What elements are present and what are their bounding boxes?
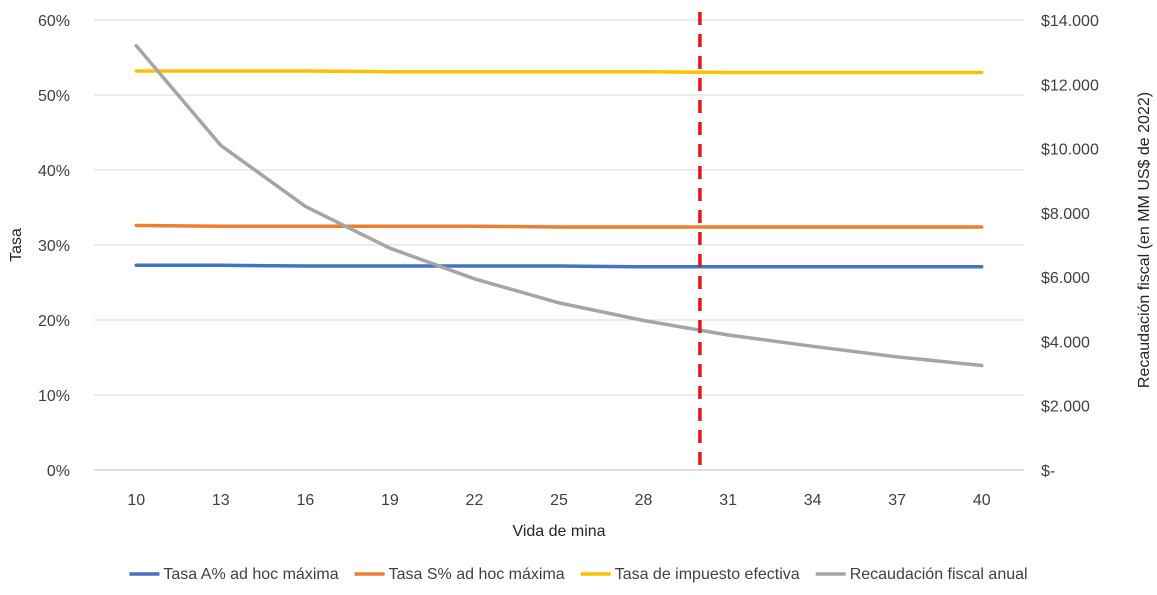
left-tick-label: 50%	[38, 88, 70, 105]
left-tick-label: 10%	[38, 388, 70, 405]
right-tick-label: $4.000	[1041, 334, 1090, 351]
x-tick-label: 22	[466, 492, 484, 509]
left-axis-ticks: 0% 10% 20% 30% 40% 50% 60%	[38, 13, 70, 480]
x-tick-label: 28	[635, 492, 653, 509]
x-tick-label: 37	[888, 492, 906, 509]
legend-label: Tasa A% ad hoc máxima	[163, 566, 338, 583]
left-tick-label: 60%	[38, 13, 70, 30]
series-line-tasa-a-ad-hoc-maxima	[134, 263, 984, 269]
x-tick-label: 10	[127, 492, 145, 509]
x-tick-label: 25	[550, 492, 568, 509]
series-lines	[134, 43, 984, 368]
series-line-tasa-s-ad-hoc-maxima	[134, 223, 984, 229]
x-axis-title: Vida de mina	[512, 523, 605, 540]
x-tick-label: 40	[973, 492, 991, 509]
left-tick-label: 20%	[38, 313, 70, 330]
gridlines	[94, 19, 1024, 471]
right-tick-label: $2.000	[1041, 399, 1090, 416]
left-axis-title: Tasa	[8, 228, 25, 262]
x-axis-ticks: 10 13 16 19 22 25 28 31 34 37 40	[127, 492, 990, 509]
right-tick-label: $8.000	[1041, 206, 1090, 223]
left-tick-label: 30%	[38, 238, 70, 255]
legend: Tasa A% ad hoc máxima Tasa S% ad hoc máxi…	[129, 566, 1028, 583]
right-tick-label: $6.000	[1041, 270, 1090, 287]
legend-label: Recaudación fiscal anual	[850, 566, 1028, 583]
x-tick-label: 34	[804, 492, 822, 509]
right-tick-label: $12.000	[1041, 77, 1099, 94]
series-line-tasa-de-impuesto-efectiva	[134, 69, 984, 75]
legend-label: Tasa S% ad hoc máxima	[389, 566, 565, 583]
x-tick-label: 16	[296, 492, 314, 509]
right-tick-label: $10.000	[1041, 142, 1099, 159]
x-tick-label: 13	[212, 492, 230, 509]
x-tick-label: 31	[719, 492, 737, 509]
right-tick-label: $14.000	[1041, 13, 1099, 30]
right-axis-ticks: $- $2.000 $4.000 $6.000 $8.000 $10.000 $12.000…	[1041, 13, 1099, 480]
legend-label: Tasa de impuesto efectiva	[615, 566, 800, 583]
right-tick-label: $-	[1041, 463, 1055, 480]
left-tick-label: 0%	[47, 463, 70, 480]
right-axis-title: Recaudación fiscal (en MM US$ de 2022)	[1136, 92, 1153, 388]
left-tick-label: 40%	[38, 163, 70, 180]
series-line-recaudacion-fiscal-anual	[134, 43, 984, 368]
x-tick-label: 19	[381, 492, 399, 509]
